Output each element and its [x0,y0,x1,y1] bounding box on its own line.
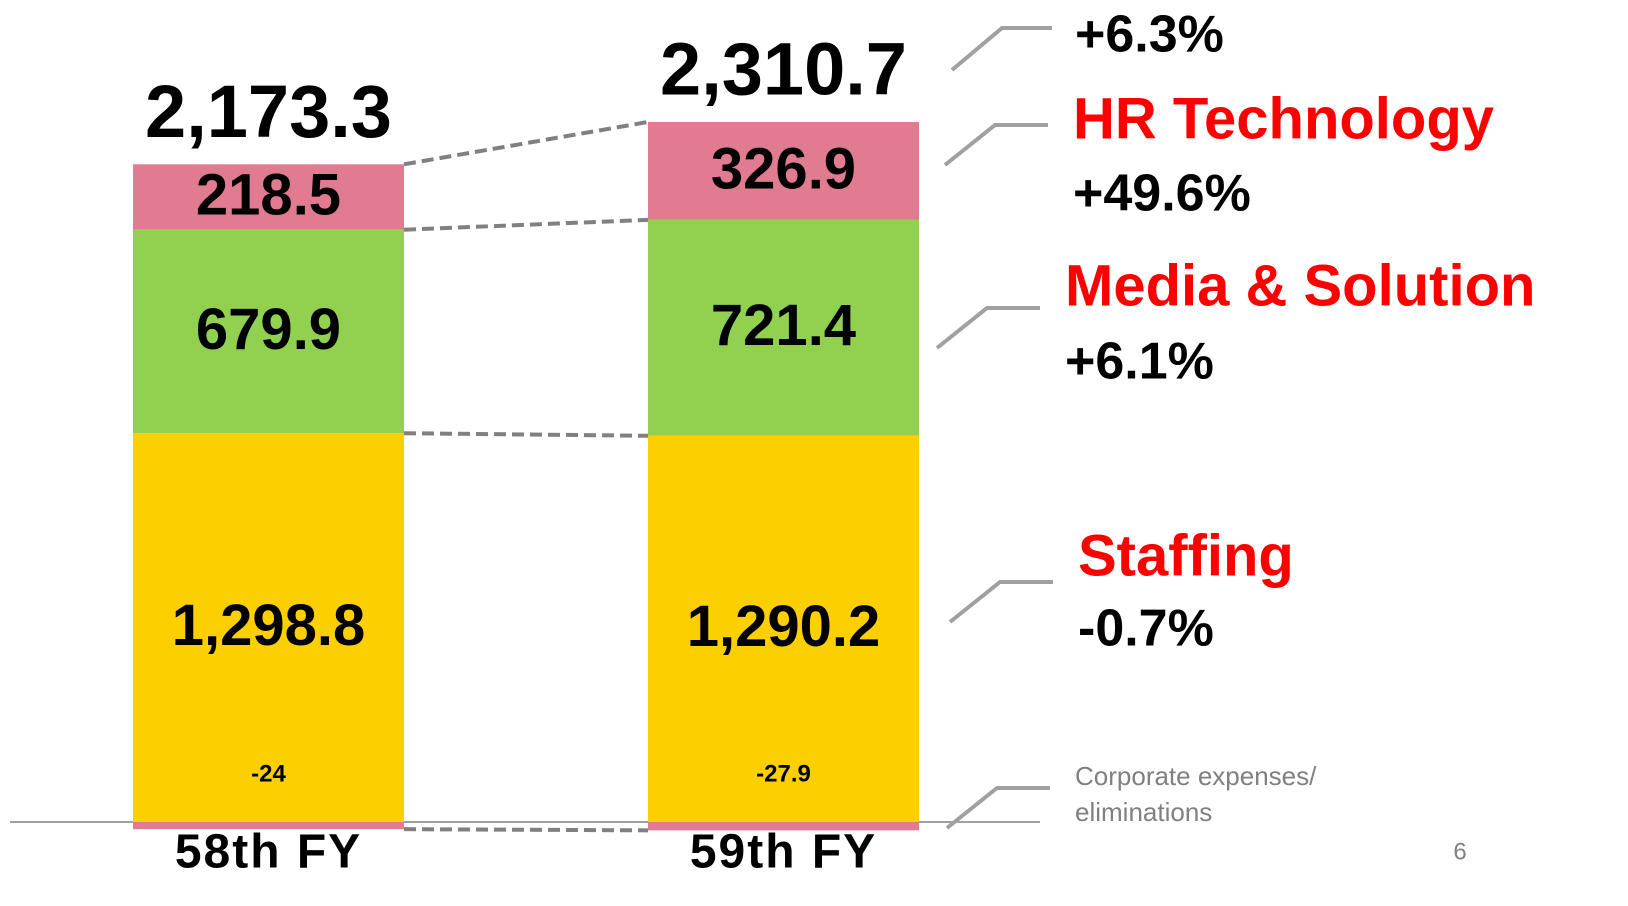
x-tick-label: 58th FY [175,826,362,879]
value-label: -24 [251,760,286,787]
bar-segment [648,435,919,822]
series-change: +6.1% [1065,333,1214,391]
bar-segment [133,229,404,434]
connector [403,431,649,438]
value-label: 1,298.8 [172,593,366,658]
value-label: 326.9 [711,136,856,201]
total-label: 2,173.3 [145,70,392,153]
bar-segment [133,164,404,230]
connector [403,120,649,167]
leader-line [945,786,1050,830]
bar-segment [133,822,404,830]
series-name-box: Corporate expenses/ eliminations [1075,761,1317,827]
series-name: HR Technology [1073,86,1494,151]
value-label: 679.9 [196,297,341,362]
series-change: -0.7% [1078,600,1214,658]
series-name: Staffing [1078,523,1294,588]
connector [403,827,649,833]
page-number: 6 [1453,838,1466,865]
leader-line [935,306,1040,350]
leader-line [948,580,1053,624]
leader-line [943,123,1048,167]
value-label: 218.5 [196,162,341,227]
bar-segment [648,219,919,436]
value-label: 721.4 [711,293,856,358]
connector [403,217,649,232]
value-label: -27.9 [756,760,811,787]
leader-line [950,26,1052,72]
bar-segment [133,433,404,822]
total-change: +6.3% [1075,6,1224,64]
series-name: Media & Solution [1065,253,1535,318]
series-change: +49.6% [1073,165,1251,223]
x-tick-label: 59th FY [690,826,877,879]
value-label: 1,290.2 [687,594,881,659]
bar-segment [648,122,919,220]
series-name: Corporate expenses/ eliminations [1075,761,1317,827]
total-label: 2,310.7 [660,28,907,111]
bar-segment [648,822,919,831]
